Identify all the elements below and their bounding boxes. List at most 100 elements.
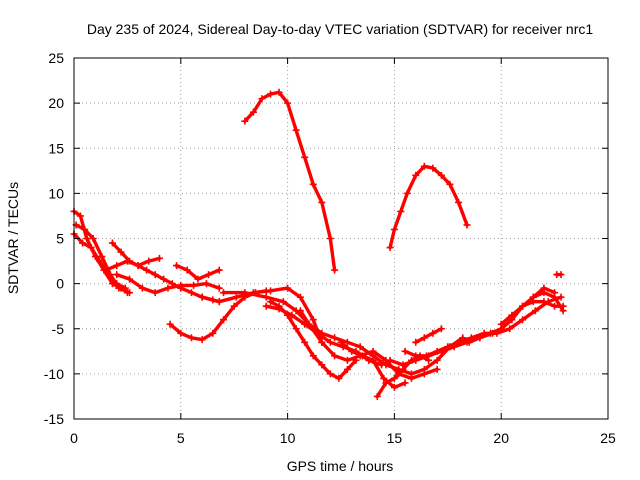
data-point — [220, 289, 228, 297]
data-point — [296, 307, 304, 315]
data-point — [326, 338, 334, 346]
data-point — [331, 334, 339, 342]
x-tick-label: 15 — [387, 430, 403, 446]
data-point — [160, 275, 168, 283]
data-point — [403, 189, 411, 197]
series-arc-14 — [337, 338, 409, 391]
data-point — [390, 383, 398, 391]
data-point — [551, 289, 559, 297]
data-point — [113, 271, 121, 279]
data-point — [187, 334, 195, 342]
data-point — [487, 329, 495, 337]
data-point — [113, 280, 121, 288]
data-point — [284, 311, 292, 319]
data-point — [209, 329, 217, 337]
series-arc-18 — [412, 325, 445, 346]
x-tick-label: 20 — [493, 430, 509, 446]
data-point — [301, 338, 309, 346]
data-point — [249, 108, 257, 116]
data-point — [401, 347, 409, 355]
data-point — [305, 320, 313, 328]
data-point — [151, 289, 159, 297]
data-point — [194, 275, 202, 283]
data-point — [326, 235, 334, 242]
data-point — [215, 266, 223, 274]
data-point — [429, 329, 437, 337]
data-point — [433, 365, 441, 373]
data-point — [540, 284, 548, 292]
data-point — [437, 325, 445, 333]
chart-title: Day 235 of 2024, Sidereal Day-to-day VTE… — [87, 21, 593, 37]
series-arc-20 — [497, 298, 567, 328]
data-point — [81, 225, 89, 233]
x-tick-label: 10 — [280, 430, 296, 446]
data-point — [117, 248, 125, 256]
data-point — [177, 281, 185, 289]
data-point — [397, 207, 405, 215]
data-point — [390, 374, 398, 382]
series-line — [414, 327, 444, 344]
data-point — [76, 212, 84, 220]
series-arc-6 — [113, 271, 223, 297]
data-point — [412, 171, 420, 179]
data-point — [241, 289, 249, 297]
x-tick-label: 5 — [177, 430, 185, 446]
data-point — [454, 338, 462, 346]
data-point — [519, 316, 527, 324]
series-layer — [70, 88, 567, 400]
data-point — [183, 266, 191, 274]
series-arc-24 — [386, 162, 471, 252]
data-point — [446, 180, 454, 188]
data-point — [79, 239, 87, 247]
data-point — [155, 254, 163, 262]
data-point — [292, 325, 300, 333]
data-point — [335, 374, 343, 382]
data-point — [241, 117, 249, 125]
data-point — [258, 95, 266, 103]
data-point — [284, 99, 292, 107]
x-axis-label: GPS time / hours — [287, 458, 394, 474]
data-point — [145, 257, 153, 265]
data-point — [89, 235, 97, 242]
data-point — [326, 370, 334, 378]
data-point — [177, 329, 185, 337]
y-tick-label: 15 — [48, 140, 64, 156]
data-point — [96, 257, 104, 265]
y-tick-label: 20 — [48, 95, 64, 111]
data-point — [476, 334, 484, 342]
data-point — [121, 284, 129, 292]
data-point — [331, 352, 339, 360]
data-point — [463, 221, 471, 229]
data-point — [506, 325, 514, 333]
data-point — [420, 162, 428, 170]
data-point — [429, 164, 437, 172]
series-arc-5 — [102, 254, 163, 274]
series-arc-22 — [553, 271, 565, 279]
x-tick-label: 0 — [70, 430, 78, 446]
data-point — [465, 338, 473, 346]
data-point — [232, 293, 240, 301]
ticks-layer: 0 5 10 15 20 25 -15 -10 -5 0 5 10 15 20 25 — [44, 50, 616, 446]
data-point — [275, 302, 283, 310]
data-point — [343, 338, 351, 346]
data-point — [331, 266, 339, 274]
series-arc-7 — [173, 262, 223, 283]
data-point — [401, 379, 409, 387]
data-point — [433, 347, 441, 355]
grid-layer — [74, 58, 608, 419]
data-point — [412, 338, 420, 346]
data-point — [230, 302, 238, 310]
data-point — [205, 271, 213, 279]
data-point — [166, 320, 174, 328]
data-point — [358, 352, 366, 360]
data-point — [318, 338, 326, 346]
data-point — [104, 271, 112, 279]
data-point — [348, 347, 356, 355]
data-point — [164, 284, 172, 292]
data-point — [151, 271, 159, 279]
data-point — [390, 225, 398, 233]
data-point — [198, 336, 206, 344]
series-line — [243, 90, 337, 272]
